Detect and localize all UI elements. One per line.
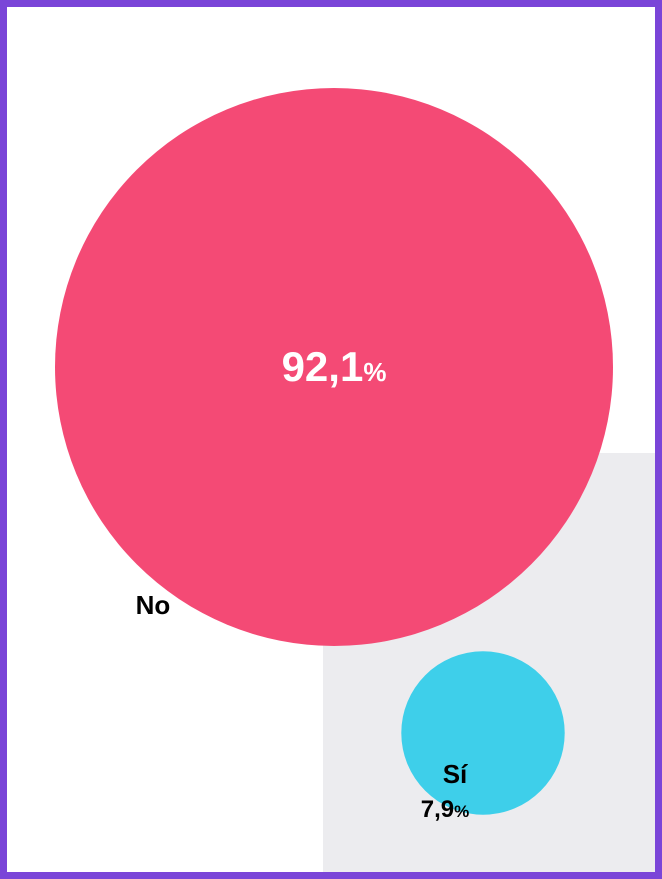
value-unit-no: % <box>363 357 386 387</box>
value-number-s: 7,9 <box>421 796 454 823</box>
value-label-no: 92,1% <box>282 343 387 390</box>
value-unit-s: % <box>454 802 469 821</box>
bubble-no <box>55 88 613 646</box>
value-label-s: 7,9% <box>421 796 470 823</box>
value-number-no: 92,1 <box>282 343 364 390</box>
category-label-s: Sí <box>443 759 468 789</box>
bubble-chart: No 92,1% Sí 7,9% <box>55 88 655 872</box>
category-label-no: No <box>136 590 171 620</box>
bubble-s <box>401 651 565 815</box>
